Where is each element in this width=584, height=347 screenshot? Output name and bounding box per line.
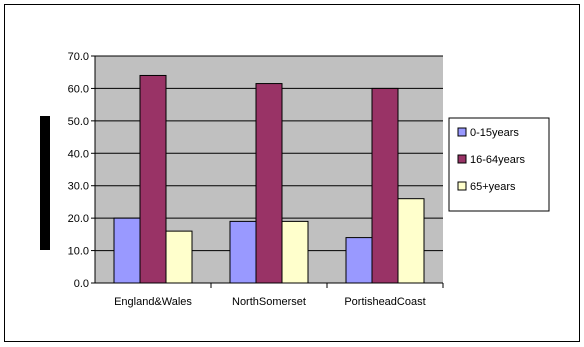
legend-label: 0-15years (470, 127, 519, 139)
bar (139, 74, 167, 284)
y-tick-label: 70.0 (68, 51, 89, 63)
legend-swatch (457, 127, 467, 137)
y-tick-labels: 0.0 10.0 20.0 30.0 40.0 50.0 60.0 70.0 (68, 51, 89, 290)
y-tick-label: 50.0 (68, 116, 89, 128)
x-tick-label: England&Wales (114, 296, 192, 308)
x-tick-labels: England&Wales NorthSomerset PortisheadCoas… (114, 296, 426, 308)
legend: 0-15years 16-64years 65+years (448, 117, 550, 212)
y-tick-label: 30.0 (68, 181, 89, 193)
bar (113, 217, 141, 284)
x-tick-label: PortisheadCoast (344, 296, 425, 308)
bar (371, 87, 399, 284)
bar (255, 83, 283, 284)
legend-swatch (457, 181, 467, 191)
bar (229, 220, 257, 284)
bar (397, 198, 425, 284)
legend-swatch (457, 154, 467, 164)
legend-label: 65+years (470, 181, 516, 193)
bar (165, 230, 193, 284)
legend-label: 16-64years (470, 154, 526, 166)
bars (113, 74, 425, 284)
y-tick-label: 60.0 (68, 83, 89, 95)
y-tick-label: 0.0 (74, 278, 89, 290)
axes (91, 55, 444, 288)
bar (345, 237, 373, 284)
y-tick-label: 40.0 (68, 148, 89, 160)
x-tick-label: NorthSomerset (232, 296, 306, 308)
y-tick-label: 10.0 (68, 246, 89, 258)
y-axis-label-block (40, 116, 50, 250)
y-tick-label: 20.0 (68, 213, 89, 225)
bar (281, 220, 309, 284)
